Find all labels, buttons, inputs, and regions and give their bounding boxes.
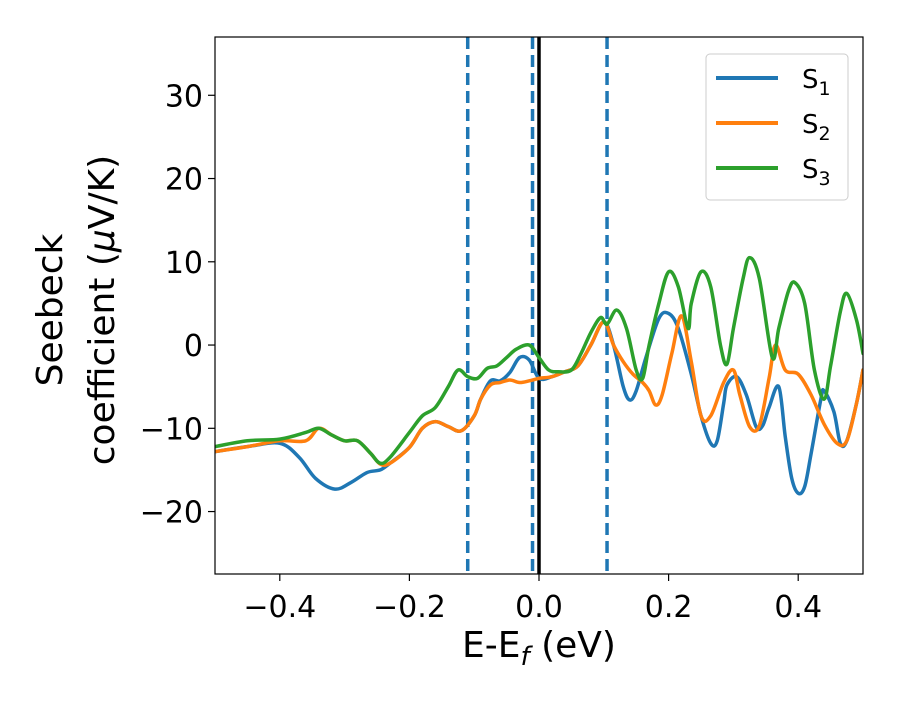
y-tick-label: 10	[165, 246, 203, 281]
x-axis-title-suffix: (eV)	[530, 625, 616, 666]
legend-box	[705, 53, 849, 201]
x-axis-ticks: −0.4 −0.2 0.0 0.2 0.4	[243, 574, 822, 625]
y-tick-label: −10	[140, 412, 203, 447]
y-tick-label: 20	[165, 163, 203, 198]
legend-label-s1: S1	[802, 65, 831, 100]
y-axis-title-line2: coefficient (μV/K)	[82, 155, 123, 465]
x-tick-label: 0.4	[774, 590, 822, 625]
y-tick-label: −20	[140, 496, 203, 531]
y-axis-title: Seebeck coefficient (μV/K)	[30, 155, 123, 465]
legend-label-s2: S2	[802, 110, 831, 145]
x-tick-label: −0.4	[243, 590, 316, 625]
reference-lines	[465, 37, 609, 574]
series-line-s3	[215, 255, 863, 466]
y-tick-label: 0	[184, 329, 203, 364]
y-axis-title-unit: V/K)	[82, 155, 123, 229]
y-axis-title-mu: μ	[82, 229, 123, 253]
y-axis-title-line1: Seebeck	[30, 233, 71, 386]
x-tick-label: 0.0	[515, 590, 563, 625]
x-axis-title: E-Ef (eV)	[462, 625, 616, 672]
x-tick-label: 0.2	[645, 590, 693, 625]
legend-label-s3: S3	[802, 155, 831, 190]
y-axis-ticks: −20 −10 0 10 20 30	[140, 79, 215, 531]
series-lines	[215, 255, 863, 496]
x-axis-title-main: E-E	[462, 625, 520, 666]
y-tick-label: 30	[165, 79, 203, 114]
y-axis-title-line2-main: coefficient (	[82, 252, 123, 465]
x-tick-label: −0.2	[373, 590, 446, 625]
legend: S1 S2 S3	[705, 53, 849, 201]
